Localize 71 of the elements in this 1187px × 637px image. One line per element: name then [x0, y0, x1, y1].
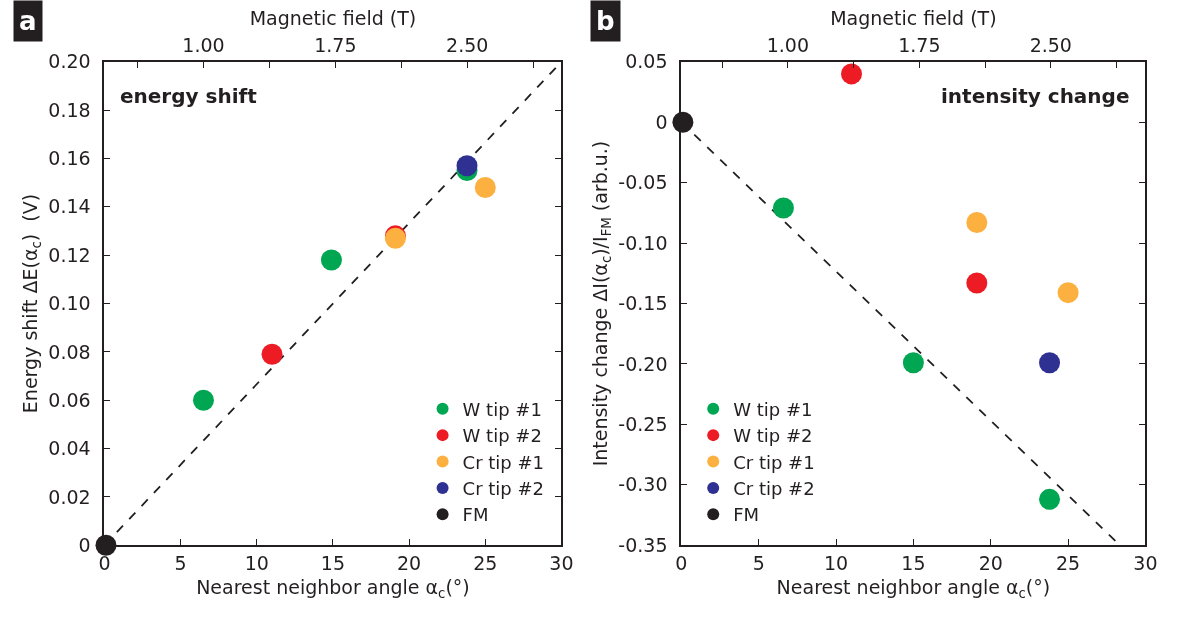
point [474, 177, 496, 198]
y-tick-label: 0.16 [48, 147, 91, 170]
x-tick-label: 15 [320, 552, 346, 575]
chart-title: a [19, 6, 37, 36]
x2-tick-label: 1.00 [766, 34, 810, 57]
x2-tick-label: 1.75 [314, 34, 357, 57]
x2-tick-label: 1.00 [182, 34, 225, 57]
x-tick-label: 10 [244, 552, 269, 575]
x2-tick-label: 2.50 [1029, 34, 1072, 57]
x-tick-label: 10 [823, 552, 849, 575]
y-tick-label: 0 [78, 533, 91, 556]
legend-label: FM [733, 504, 760, 526]
legend-label: W tip #1 [733, 398, 813, 420]
x-tick-label: 0 [98, 552, 111, 575]
y-tick-label: 0.05 [625, 50, 668, 73]
y-tick-label: 0.20 [48, 50, 91, 73]
x-tick-label: 20 [397, 552, 422, 575]
legend-label: FM [462, 504, 489, 526]
y-tick-label: 0.04 [48, 437, 91, 460]
x-tick-label: 30 [549, 552, 574, 575]
legend-label: W tip #1 [462, 398, 542, 420]
legend-label: W tip #2 [733, 425, 813, 447]
point [966, 212, 988, 234]
y-tick-label: -0.15 [618, 292, 668, 315]
x-tick-label: 5 [752, 552, 765, 575]
legend-label: W tip #2 [462, 425, 542, 447]
y-tick-label: -0.10 [618, 231, 668, 254]
x2-tick-label: 2.50 [446, 34, 489, 57]
y-tick-label: 0.02 [48, 485, 91, 508]
x2-axis-title: Magnetic field (T) [249, 6, 417, 29]
y-tick-label: 0 [655, 110, 668, 133]
y-tick-label: -0.05 [618, 171, 668, 194]
x-tick-label: 25 [1056, 552, 1081, 575]
legend-label: Cr tip #2 [733, 477, 815, 499]
y-tick-label: 0.18 [48, 98, 91, 121]
point [1057, 282, 1079, 304]
y-tick-label: -0.20 [618, 352, 668, 375]
x-tick-label: 25 [473, 552, 498, 575]
y-tick-label: 0.14 [48, 195, 91, 218]
point [841, 63, 863, 85]
x-tick-label: 0 [675, 552, 688, 575]
annotation: energy shift [120, 84, 258, 108]
y-tick-label: 0.08 [48, 340, 91, 363]
y-tick-label: -0.25 [618, 413, 668, 436]
x2-axis-title: Magnetic field (T) [830, 6, 997, 29]
y-tick-label: 0.10 [48, 292, 91, 315]
point [320, 249, 342, 271]
y-tick-label: -0.30 [618, 473, 668, 496]
x-tick-label: 5 [174, 552, 187, 575]
point [772, 197, 794, 219]
x2-tick-label: 1.75 [898, 34, 941, 57]
x-axis-title: Nearest neighbor angle α$_{c}$(°) [776, 576, 1051, 602]
x-tick-label: 15 [901, 552, 926, 575]
legend-label: Cr tip #2 [462, 477, 545, 499]
point [261, 343, 283, 365]
point [902, 352, 924, 374]
annotation: intensity change [941, 84, 1130, 108]
legend-label: Cr tip #1 [733, 451, 815, 473]
x-axis-title: Nearest neighbor angle α$_{c}$(°) [196, 576, 470, 602]
y-tick-label: 0.12 [48, 243, 91, 266]
y-tick-label: 0.06 [48, 388, 91, 411]
point [192, 389, 214, 411]
x-tick-label: 20 [978, 552, 1003, 575]
y-tick-label: -0.35 [618, 533, 668, 556]
point [1039, 488, 1061, 510]
point [966, 272, 988, 294]
point [456, 155, 478, 177]
x-tick-label: 30 [1133, 552, 1158, 575]
chart-title: b [596, 6, 615, 36]
legend-label: Cr tip #1 [462, 451, 545, 473]
point [1039, 352, 1061, 374]
